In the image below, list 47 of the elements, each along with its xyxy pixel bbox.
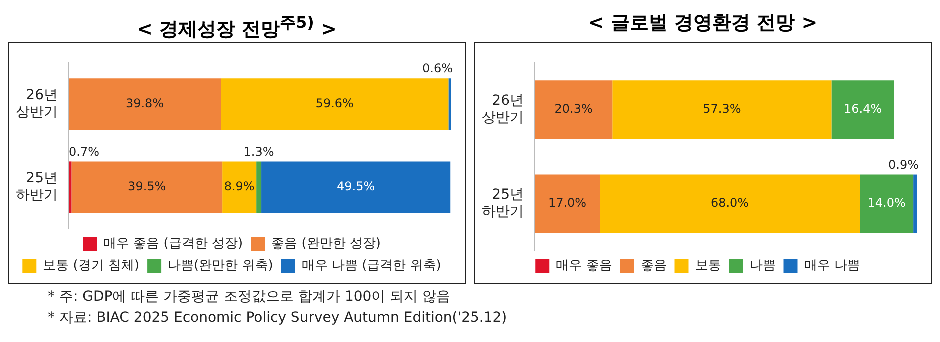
legend-label: 매우 좋음: [556, 258, 612, 274]
chart-title: < 글로벌 경영환경 전망 >: [587, 11, 819, 36]
data-label: 14.0%: [868, 196, 906, 210]
bar: [612, 80, 832, 140]
bar: [535, 80, 613, 140]
data-label: 20.3%: [554, 102, 593, 116]
data-label: 1.3%: [244, 144, 274, 159]
data-label: 8.9%: [224, 180, 255, 194]
y-tick-label: 26년 상반기: [482, 93, 524, 126]
y-tick-label: 26년 상반기: [16, 88, 58, 120]
legend-label: 보통 (경기 침체): [43, 258, 140, 274]
data-label: 39.8%: [126, 96, 164, 110]
legend-label: 나쁨: [750, 258, 776, 274]
data-label: 0.6%: [422, 62, 453, 76]
bar: [600, 174, 860, 234]
bar: [535, 174, 600, 234]
legend-label: 나쁨(완만한 위축): [168, 258, 274, 274]
text: * 자료: BIAC 2025 Economic Policy Survey Autumn Edition('25.12): [48, 309, 508, 328]
bar: [72, 162, 223, 214]
bar: [221, 78, 449, 130]
data-label: 0.7%: [69, 144, 100, 159]
bar: [222, 162, 257, 214]
data-label: 49.5%: [337, 180, 376, 194]
bar: [256, 162, 262, 214]
data-label: 16.4%: [844, 102, 882, 116]
bar: [914, 174, 917, 234]
data-label: 57.3%: [703, 102, 742, 116]
legend-label: 매우 나쁨: [804, 258, 860, 274]
y-tick-label: 25년 하반기: [482, 187, 524, 220]
bar: [832, 80, 894, 140]
bar: [860, 174, 914, 234]
legend-label: 좋음: [640, 258, 667, 274]
data-label: 17.0%: [548, 196, 587, 210]
bar: [69, 78, 222, 130]
data-label: 68.0%: [710, 196, 750, 210]
chart-title: < 경제성장 전망$^{주5)}$ >: [136, 12, 338, 42]
bar: [262, 162, 451, 214]
legend-label: 보통: [695, 258, 722, 274]
bar: [69, 162, 72, 214]
legend-label: 매우 좋음 (급격한 성장): [104, 236, 244, 252]
data-label: 0.9%: [888, 158, 919, 172]
legend-label: 좋음 (완만한 성장): [272, 236, 381, 252]
legend-label: 매우 나쁨 (급격한 위축): [302, 258, 442, 274]
data-label: 59.6%: [316, 96, 354, 110]
text: * 주: GDP에 따른 가중평균 조정값으로 합계가 100이 되지 않음: [48, 288, 452, 307]
y-tick-label: 25년 하반기: [16, 170, 58, 204]
data-label: 39.5%: [128, 180, 166, 194]
